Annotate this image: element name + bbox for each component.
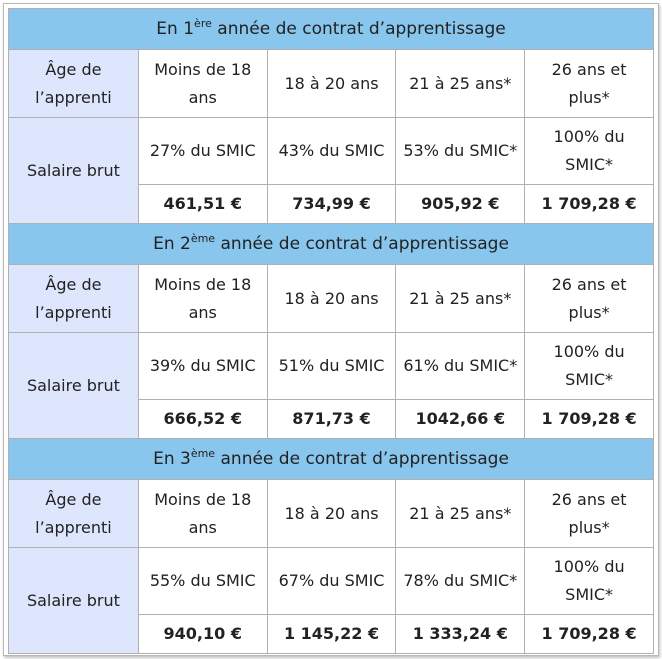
- percent-cell: 100% du SMIC*: [524, 117, 654, 185]
- apprentice-salary-table: En 1ère année de contrat d’apprentissage…: [8, 8, 654, 654]
- year-header-row: En 2ème année de contrat d’apprentissage: [8, 223, 654, 265]
- age-cell: 21 à 25 ans*: [395, 264, 526, 333]
- percent-cell: 67% du SMIC: [266, 547, 397, 615]
- percent-cell: 53% du SMIC*: [395, 117, 526, 185]
- percent-cell: 100% du SMIC*: [524, 332, 654, 400]
- year-header-suffix: année de contrat d’apprentissage: [211, 19, 506, 39]
- age-cell: 21 à 25 ans*: [395, 49, 526, 118]
- amount-cell: 666,52 €: [137, 399, 268, 439]
- percent-cell: 27% du SMIC: [137, 117, 268, 185]
- year-header-prefix: En 3: [153, 449, 191, 469]
- year-header-ordinal: ère: [194, 17, 212, 30]
- percent-row: Salaire brut 27% du SMIC 43% du SMIC 53% du…: [8, 117, 654, 224]
- year-header-suffix: année de contrat d’apprentissage: [215, 234, 509, 254]
- age-label: Âge de l’apprenti: [8, 264, 139, 333]
- age-cell: 18 à 20 ans: [266, 264, 397, 333]
- amount-cell: 461,51 €: [137, 184, 268, 224]
- age-cell: 26 ans et plus*: [524, 264, 654, 333]
- year-header-ordinal: ème: [190, 232, 216, 245]
- year-header: En 1ère année de contrat d’apprentissage: [8, 8, 654, 50]
- age-cell: 18 à 20 ans: [266, 479, 397, 548]
- age-row: Âge de l’apprenti Moins de 18 ans 18 à 20 …: [8, 49, 654, 118]
- amount-cell: 734,99 €: [266, 184, 397, 224]
- age-row: Âge de l’apprenti Moins de 18 ans 18 à 20 …: [8, 479, 654, 548]
- amount-cell: 1 709,28 €: [524, 184, 654, 224]
- age-cell: 18 à 20 ans: [266, 49, 397, 118]
- amount-cell: 905,92 €: [395, 184, 526, 224]
- age-row: Âge de l’apprenti Moins de 18 ans 18 à 20 …: [8, 264, 654, 333]
- year-header: En 2ème année de contrat d’apprentissage: [8, 223, 654, 265]
- year-header-prefix: En 1: [156, 19, 195, 39]
- year-header-suffix: année de contrat d’apprentissage: [215, 449, 509, 469]
- age-cell: 26 ans et plus*: [524, 479, 654, 548]
- amount-cell: 1042,66 €: [395, 399, 526, 439]
- salary-label: Salaire brut: [8, 332, 139, 439]
- amount-row: 666,52 €871,73 €1042,66 €1 709,28 €: [9, 399, 654, 439]
- year-header: En 3ème année de contrat d’apprentissage: [8, 438, 654, 480]
- amount-row: 940,10 €1 145,22 €1 333,24 €1 709,28 €: [9, 614, 654, 654]
- percent-cell: 55% du SMIC: [137, 547, 268, 615]
- age-label: Âge de l’apprenti: [8, 49, 139, 118]
- year-header-prefix: En 2: [153, 234, 191, 254]
- age-cell: 21 à 25 ans*: [395, 479, 526, 548]
- amount-cell: 1 709,28 €: [524, 614, 654, 654]
- percent-row: Salaire brut 55% du SMIC 67% du SMIC 78% du…: [8, 547, 654, 654]
- amount-cell: 1 333,24 €: [395, 614, 526, 654]
- percent-row: Salaire brut 39% du SMIC 51% du SMIC 61% du…: [8, 332, 654, 439]
- year-header-row: En 1ère année de contrat d’apprentissage: [8, 8, 654, 50]
- amount-cell: 940,10 €: [137, 614, 268, 654]
- age-cell: Moins de 18 ans: [137, 264, 268, 333]
- amount-cell: 1 145,22 €: [266, 614, 397, 654]
- salary-label: Salaire brut: [8, 117, 139, 224]
- percent-cell: 39% du SMIC: [137, 332, 268, 400]
- year-header-row: En 3ème année de contrat d’apprentissage: [8, 438, 654, 480]
- percent-cell: 51% du SMIC: [266, 332, 397, 400]
- year-header-ordinal: ème: [190, 447, 216, 460]
- age-cell: Moins de 18 ans: [137, 479, 268, 548]
- age-label: Âge de l’apprenti: [8, 479, 139, 548]
- age-cell: Moins de 18 ans: [137, 49, 268, 118]
- amount-cell: 1 709,28 €: [524, 399, 654, 439]
- percent-cell: 78% du SMIC*: [395, 547, 526, 615]
- amount-cell: 871,73 €: [266, 399, 397, 439]
- percent-cell: 43% du SMIC: [266, 117, 397, 185]
- age-cell: 26 ans et plus*: [524, 49, 654, 118]
- percent-cell: 100% du SMIC*: [524, 547, 654, 615]
- percent-cell: 61% du SMIC*: [395, 332, 526, 400]
- salary-label: Salaire brut: [8, 547, 139, 654]
